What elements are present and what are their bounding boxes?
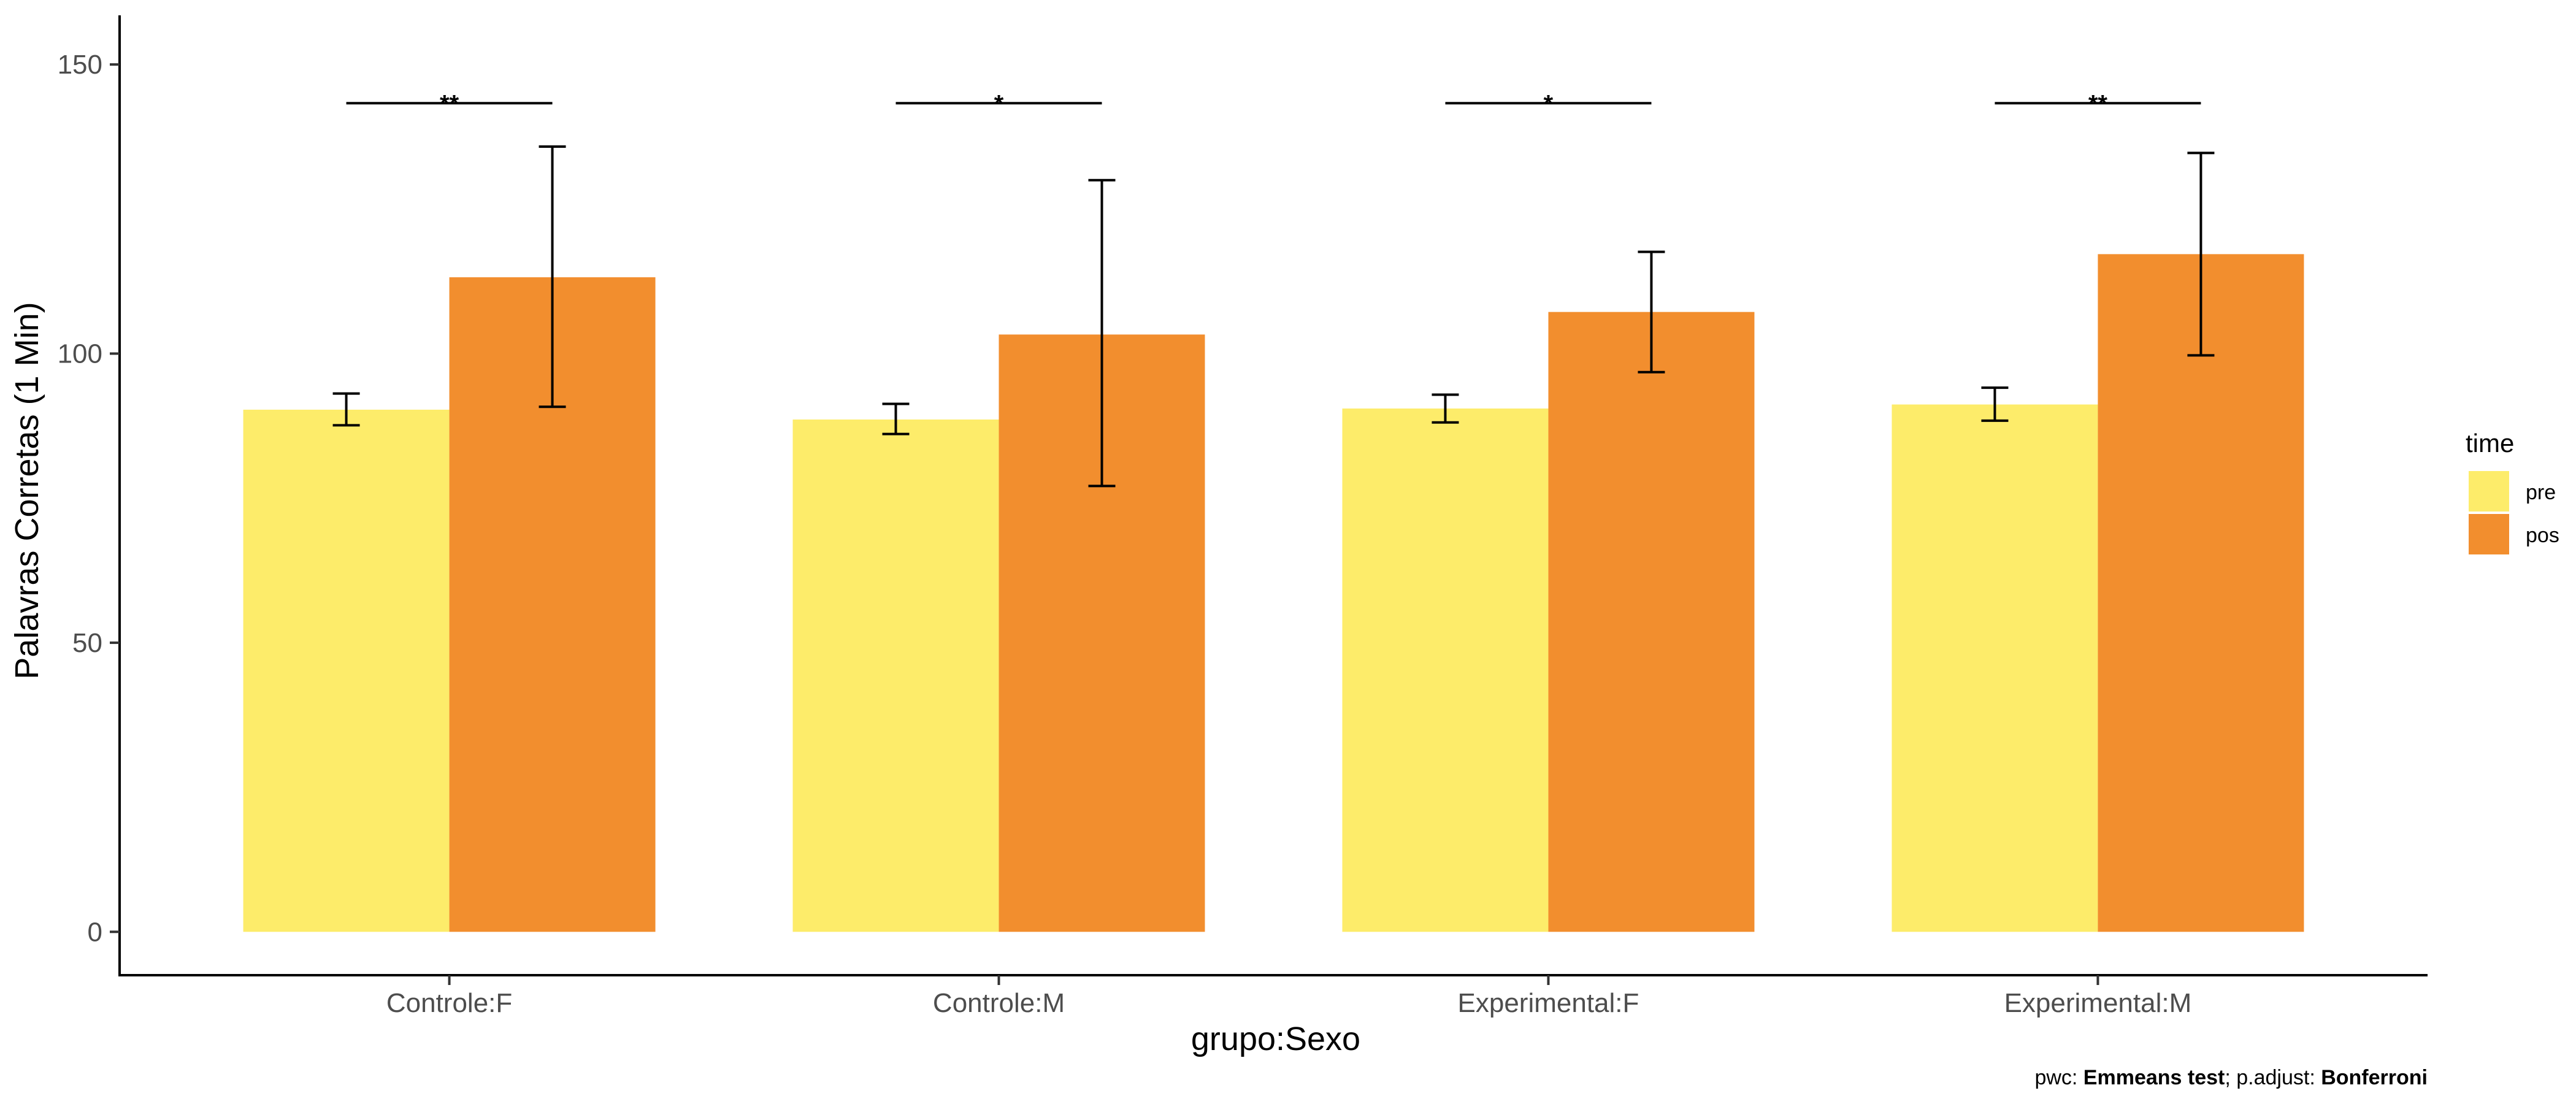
significance-label-2: * xyxy=(1544,90,1554,117)
axes: 0 50 100 150 Controle:F Controle:M Experimenta… xyxy=(58,15,2428,1018)
significance-label-1: * xyxy=(994,90,1004,117)
legend-key-pos xyxy=(2469,514,2509,554)
x-tick-label-2: Experimental:F xyxy=(1458,988,1639,1018)
legend-label-pre: pre xyxy=(2526,481,2556,504)
error-bar-pre-2 xyxy=(1432,393,1459,424)
legend-label-pos: pos xyxy=(2526,524,2559,547)
legend-key-pre xyxy=(2469,471,2509,512)
y-tick-label-50: 50 xyxy=(72,628,102,658)
x-tick-label-3: Experimental:M xyxy=(2004,988,2192,1018)
y-tick-label-150: 150 xyxy=(58,50,102,80)
error-bar-pre-1 xyxy=(882,402,910,435)
bar-pre-0 xyxy=(243,409,450,932)
error-bar-pos-1 xyxy=(1088,178,1116,488)
significance-label-3: ** xyxy=(2088,90,2108,117)
plot-area: ** * * ** xyxy=(243,90,2304,932)
significance-label-0: ** xyxy=(440,90,459,117)
x-axis-title: grupo:Sexo xyxy=(1191,1021,1360,1057)
error-bar-pos-3 xyxy=(2187,151,2215,357)
error-bar-pre-0 xyxy=(332,392,360,427)
error-bar-pre-3 xyxy=(1981,386,2009,422)
legend-title: time xyxy=(2466,429,2514,458)
error-bar-pos-0 xyxy=(539,145,566,408)
caption-part-0: pwc: xyxy=(2034,1066,2083,1089)
caption-part-2: ; p.adjust: xyxy=(2225,1066,2321,1089)
caption-part-3: Bonferroni xyxy=(2321,1066,2428,1089)
y-tick-label-0: 0 xyxy=(88,917,102,947)
caption: pwc: Emmeans test; p.adjust: Bonferroni xyxy=(2034,1066,2428,1089)
bar-pos-3 xyxy=(2098,254,2304,932)
x-tick-label-1: Controle:M xyxy=(933,988,1065,1018)
bar-pre-1 xyxy=(792,419,999,932)
y-axis-title: Palavras Corretas (1 Min) xyxy=(9,302,45,679)
legend: time pre pos xyxy=(2466,429,2559,554)
bar-pos-2 xyxy=(1548,312,1755,932)
bar-pre-3 xyxy=(1892,404,2098,932)
x-tick-label-0: Controle:F xyxy=(386,988,512,1018)
error-bar-pos-2 xyxy=(1638,250,1665,374)
caption-part-1: Emmeans test xyxy=(2083,1066,2225,1089)
bar-pre-2 xyxy=(1342,408,1549,932)
y-tick-label-100: 100 xyxy=(58,339,102,369)
